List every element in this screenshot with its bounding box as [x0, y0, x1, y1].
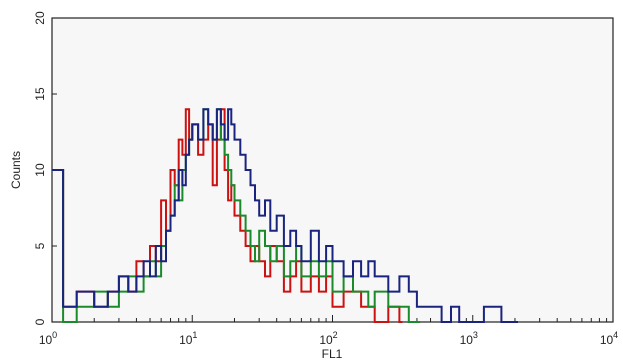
x-tick-exponent: 2 — [333, 330, 338, 340]
series-layer — [52, 108, 518, 323]
x-tick-label: 104 — [600, 330, 618, 347]
y-tick-label: 0 — [33, 318, 47, 325]
y-axis-label: Counts — [9, 151, 23, 189]
x-tick-exponent: 3 — [473, 330, 478, 340]
x-tick-label: 100 — [39, 330, 57, 347]
y-axis: 0 5 10 15 20 — [33, 11, 57, 325]
x-tick-base: 10 — [600, 333, 614, 347]
x-tick-base: 10 — [39, 333, 53, 347]
x-tick-base: 10 — [460, 333, 474, 347]
x-tick-label: 102 — [319, 330, 337, 347]
x-tick-base: 10 — [179, 333, 193, 347]
x-tick-exponent: 0 — [52, 330, 57, 340]
x-tick-base: 10 — [319, 333, 333, 347]
x-tick-exponent: 4 — [613, 330, 618, 340]
x-axis: 100 101 102 103 104 — [39, 315, 618, 347]
y-tick-label: 15 — [33, 87, 47, 101]
x-tick-exponent: 1 — [192, 330, 197, 340]
x-axis-label: FL1 — [322, 347, 343, 361]
y-tick-label: 10 — [33, 163, 47, 177]
y-tick-label: 20 — [33, 11, 47, 25]
y-tick-label: 5 — [33, 242, 47, 249]
x-tick-label: 103 — [460, 330, 478, 347]
x-tick-label: 101 — [179, 330, 197, 347]
series-line-3 — [52, 108, 518, 323]
